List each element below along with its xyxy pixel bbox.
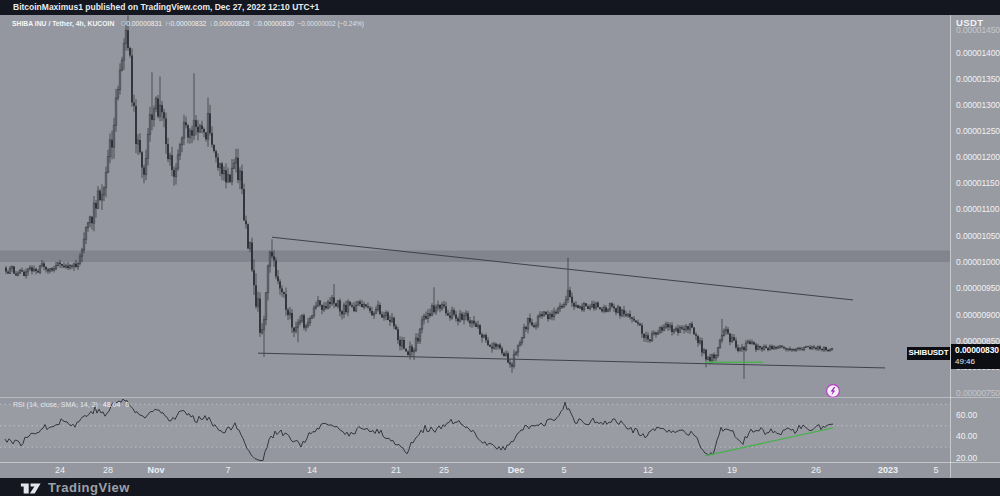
main-chart-legend[interactable]: SHIBA INU / Tether, 4h, KUCOINO0.0000083…: [12, 20, 364, 27]
time-tick-label: 14: [307, 465, 317, 475]
symbol-title[interactable]: SHIBA INU / Tether, 4h, KUCOIN: [12, 20, 114, 27]
time-tick-label: 5: [933, 465, 938, 475]
time-tick-label: 19: [727, 465, 737, 475]
price-tick-label: 0.00000900: [956, 310, 1000, 320]
price-tick-label: 0.00001050: [956, 231, 1000, 241]
pane-separator[interactable]: [0, 397, 1000, 398]
price-tick-label: 0.00001100: [956, 204, 999, 214]
time-axis-border: [0, 462, 1000, 463]
time-tick-label: 24: [55, 465, 65, 475]
time-tick-label: 26: [811, 465, 821, 475]
rsi-value: 48.04: [103, 401, 121, 408]
price-tick-label: 0.00001400: [956, 48, 1000, 58]
price-axis-border: [950, 15, 951, 478]
price-tick-label: 0.00001150: [956, 178, 999, 188]
time-tick-label: Dec: [508, 465, 525, 475]
rsi-legend[interactable]: RSI (14, close, SMA, 14, 2) 48.04 0: [13, 401, 129, 408]
last-price-label: 0.00000830 49:46: [951, 344, 1000, 369]
price-tick-label: 0.00000750: [956, 388, 1000, 398]
price-tick-label: 0.00001250: [956, 126, 1000, 136]
price-change: −0.00000002 (−0.24%): [297, 20, 364, 27]
ohlc-open-value: 0.00000831: [126, 20, 162, 27]
price-tick-label: 0.00000950: [956, 283, 1000, 293]
last-price-value: 0.00000830: [955, 344, 1000, 357]
price-tick-label: 0.00001450: [956, 25, 1000, 35]
tradingview-logo-icon[interactable]: [20, 481, 42, 494]
bar-countdown: 49:46: [955, 357, 1000, 367]
time-tick-label: 25: [439, 465, 449, 475]
rsi-ma-value: 0: [125, 401, 129, 408]
lightning-marker-icon[interactable]: [827, 385, 840, 398]
ohlc-close-value: 0.00000830: [258, 20, 294, 27]
ohlc-low-value: 0.00000828: [214, 20, 250, 27]
price-tick-label: 0.00001300: [956, 100, 1000, 110]
time-tick-label: 28: [103, 465, 113, 475]
symbol-price-tag: SHIBUSDT: [907, 347, 950, 360]
time-tick-label: 5: [561, 465, 566, 475]
tradingview-brand-text[interactable]: TradingView: [48, 480, 130, 495]
chart-canvas[interactable]: [0, 0, 1000, 496]
rsi-tick-label: 40.00: [956, 431, 977, 441]
ohlc-high-value: 0.00000832: [170, 20, 206, 27]
footer-bar: TradingView: [0, 478, 1000, 496]
time-tick-label: 7: [225, 465, 230, 475]
price-tick-label: 0.00001350: [956, 74, 1000, 84]
time-tick-label: 2023: [878, 465, 898, 475]
publish-bar: BitcoinMaximus1 published on TradingView…: [0, 0, 1000, 15]
rsi-label[interactable]: RSI (14, close, SMA, 14, 2): [13, 401, 98, 408]
time-tick-label: 21: [391, 465, 401, 475]
rsi-tick-label: 20.00: [956, 453, 977, 463]
price-axis-background: [950, 15, 1000, 478]
time-tick-label: Nov: [147, 465, 164, 475]
price-tick-label: 0.00001200: [956, 152, 1000, 162]
time-tick-label: 12: [643, 465, 653, 475]
price-tick-label: 0.00001000: [956, 257, 1000, 267]
publish-title: BitcoinMaximus1 published on TradingView…: [13, 2, 319, 12]
rsi-tick-label: 60.00: [956, 410, 977, 420]
